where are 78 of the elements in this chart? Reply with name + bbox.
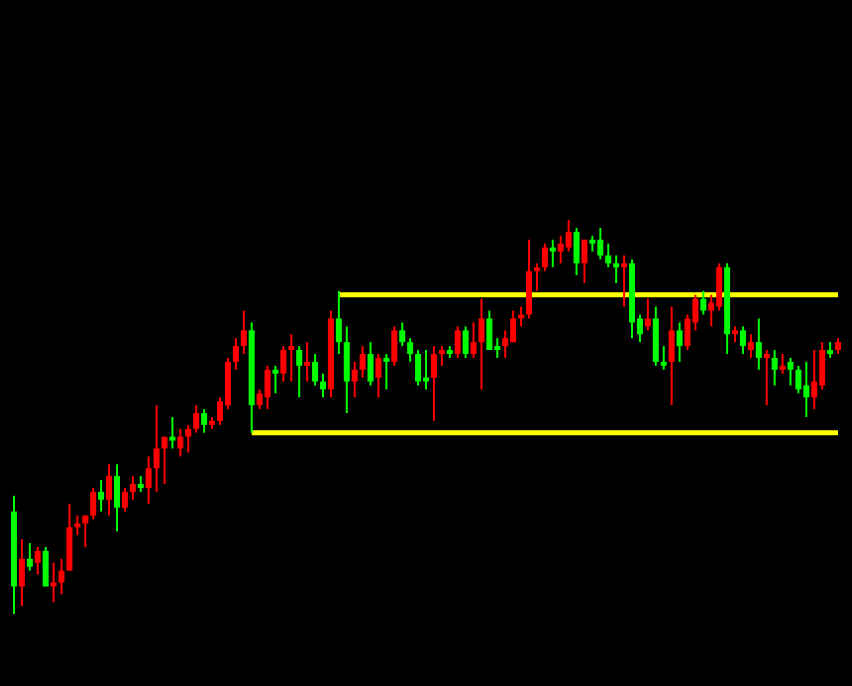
- candlestick: [430, 345, 437, 422]
- candlestick: [652, 305, 659, 367]
- candlestick: [755, 317, 762, 371]
- candlestick: [169, 416, 176, 450]
- candlestick: [121, 486, 128, 513]
- candlestick: [367, 341, 374, 387]
- candlestick: [375, 352, 382, 399]
- candlestick: [129, 475, 136, 501]
- candlestick: [280, 345, 287, 383]
- candlestick: [288, 333, 295, 383]
- candlestick: [312, 352, 319, 387]
- candlestick: [533, 262, 540, 292]
- candlestick: [779, 352, 786, 375]
- candlestick: [557, 234, 564, 265]
- candlestick: [668, 305, 675, 407]
- candlestick: [296, 345, 303, 399]
- candlestick: [613, 254, 620, 285]
- candlestick: [518, 305, 525, 328]
- candlestick: [573, 226, 580, 277]
- candlestick: [34, 546, 41, 576]
- candlestick: [98, 479, 105, 513]
- candlestick: [201, 408, 208, 434]
- candlestick: [541, 242, 548, 273]
- candlestick: [42, 546, 49, 588]
- candlestick: [716, 262, 723, 312]
- candlestick: [605, 242, 612, 269]
- candlestick: [185, 423, 192, 454]
- candlestick: [819, 341, 826, 391]
- candlestick: [438, 345, 445, 367]
- candlestick: [272, 364, 279, 395]
- candlestick: [106, 463, 113, 517]
- candlestick: [597, 226, 604, 261]
- candlestick: [811, 349, 818, 411]
- candlestick: [739, 325, 746, 355]
- candlestick: [74, 514, 81, 537]
- candlestick: [304, 341, 311, 383]
- candlestick: [153, 404, 160, 493]
- candlestick: [581, 238, 588, 285]
- candlestick: [415, 349, 422, 387]
- candlestick: [26, 542, 33, 572]
- candlestick: [193, 404, 200, 434]
- candlestick: [795, 364, 802, 395]
- candlestick: [747, 333, 754, 359]
- candlestick: [700, 289, 707, 316]
- candlestick: [660, 345, 667, 371]
- candlestick: [510, 309, 517, 344]
- candlestick: [486, 309, 493, 352]
- candlestick: [177, 427, 184, 458]
- candlestick: [343, 325, 350, 415]
- candlestick: [232, 337, 239, 371]
- candlestick: [462, 325, 469, 359]
- candlestick: [145, 455, 152, 505]
- candlestick: [621, 254, 628, 308]
- candlestick: [264, 364, 271, 411]
- candlestick: [771, 349, 778, 387]
- candlestick: [407, 337, 414, 363]
- candlestick: [478, 297, 485, 391]
- candlestick: [90, 486, 97, 521]
- candlestick: [113, 463, 120, 533]
- candlestick: [549, 238, 556, 269]
- candlestick: [18, 538, 25, 608]
- candlestick: [676, 321, 683, 363]
- candlestick: [763, 349, 770, 407]
- candlestick: [383, 352, 390, 391]
- candlestick: [454, 325, 461, 359]
- candlestick: [161, 435, 168, 485]
- candlestick: [423, 349, 429, 391]
- candlestick: [351, 360, 358, 399]
- candlestick: [240, 309, 247, 355]
- candlestick: [787, 356, 794, 387]
- candlestick: [803, 360, 810, 418]
- candlestick: [391, 325, 398, 367]
- candlestick: [335, 289, 342, 355]
- candlestick: [399, 321, 406, 348]
- candlestick: [50, 561, 57, 604]
- candlestick: [526, 238, 533, 320]
- candlestick: [565, 219, 572, 253]
- candlestick: [359, 345, 366, 379]
